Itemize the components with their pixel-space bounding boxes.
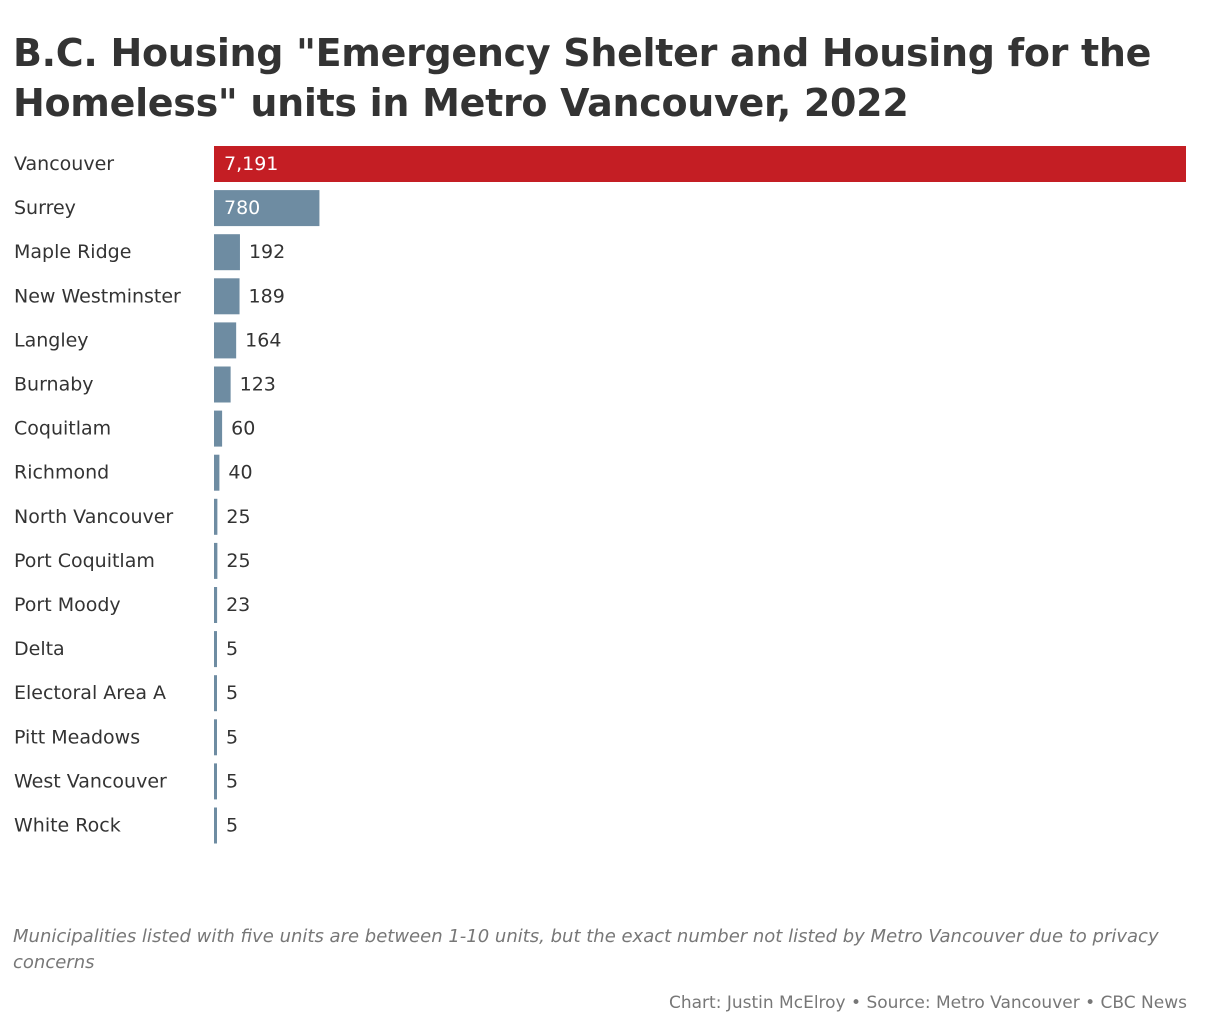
category-label: Coquitlam bbox=[14, 418, 111, 440]
value-label: 189 bbox=[249, 285, 285, 307]
bar bbox=[214, 454, 220, 491]
value-label: 5 bbox=[226, 770, 238, 792]
bar-row: Port Moody 23 bbox=[14, 587, 250, 623]
bar bbox=[214, 587, 218, 623]
category-label: Richmond bbox=[14, 462, 109, 484]
category-label: Port Coquitlam bbox=[14, 550, 155, 572]
bar-row: New Westminster 189 bbox=[14, 278, 285, 315]
bar-row: Richmond 40 bbox=[14, 454, 253, 491]
bar bbox=[214, 322, 237, 359]
bar bbox=[214, 366, 231, 403]
bar bbox=[214, 234, 240, 271]
category-label: Langley bbox=[14, 329, 89, 351]
category-label: White Rock bbox=[14, 815, 121, 837]
bar bbox=[214, 763, 217, 800]
category-label: Port Moody bbox=[14, 594, 121, 616]
bar bbox=[214, 631, 217, 668]
value-label: 123 bbox=[240, 374, 276, 396]
category-label: Burnaby bbox=[14, 374, 94, 396]
bar bbox=[214, 675, 217, 712]
value-label: 40 bbox=[228, 462, 252, 484]
value-label: 60 bbox=[231, 418, 255, 440]
value-label: 5 bbox=[226, 726, 238, 748]
bar-row: Langley 164 bbox=[14, 322, 281, 359]
value-label: 25 bbox=[226, 550, 250, 572]
bar bbox=[214, 498, 218, 535]
chart-note: Municipalities listed with five units ar… bbox=[13, 926, 1159, 973]
bar bbox=[214, 719, 217, 756]
bar bbox=[214, 807, 217, 844]
category-label: Surrey bbox=[14, 197, 76, 219]
value-label: 5 bbox=[226, 682, 238, 704]
bar-chart: Vancouver 7,191 Surrey 780 Maple Ridge 192 New… bbox=[14, 146, 1186, 844]
bar-row: Port Coquitlam 25 bbox=[14, 542, 251, 579]
bar bbox=[214, 146, 1186, 182]
bar-row: West Vancouver 5 bbox=[14, 763, 238, 800]
category-label: Vancouver bbox=[14, 153, 114, 175]
value-label: 25 bbox=[226, 506, 250, 528]
chart-credit: Chart: Justin McElroy • Source: Metro Va… bbox=[669, 993, 1187, 1013]
value-label: 780 bbox=[224, 197, 260, 219]
category-label: Maple Ridge bbox=[14, 241, 131, 263]
value-label: 7,191 bbox=[224, 153, 278, 175]
bar-row: Electoral Area A 5 bbox=[14, 675, 238, 712]
bar-row: Maple Ridge 192 bbox=[14, 234, 285, 271]
bar-row: Burnaby 123 bbox=[14, 366, 276, 403]
category-label: Pitt Meadows bbox=[14, 726, 140, 748]
bar-row: Delta 5 bbox=[14, 631, 238, 668]
value-label: 164 bbox=[245, 329, 281, 351]
value-label: 23 bbox=[226, 594, 250, 616]
value-label: 5 bbox=[226, 638, 238, 660]
category-label: West Vancouver bbox=[14, 770, 167, 792]
bar bbox=[214, 278, 240, 315]
bar bbox=[214, 190, 320, 227]
chart-title: B.C. Housing "Emergency Shelter and Hous… bbox=[13, 31, 1152, 125]
category-label: Delta bbox=[14, 638, 65, 660]
bar-row: Vancouver 7,191 bbox=[14, 146, 1186, 182]
category-label: North Vancouver bbox=[14, 506, 173, 528]
value-label: 192 bbox=[249, 241, 285, 263]
bar-row: White Rock 5 bbox=[14, 807, 238, 844]
bar bbox=[214, 410, 223, 447]
value-label: 5 bbox=[226, 815, 238, 837]
bar-row: Surrey 780 bbox=[14, 190, 320, 227]
bar bbox=[214, 542, 218, 579]
category-label: New Westminster bbox=[14, 285, 181, 307]
category-label: Electoral Area A bbox=[14, 682, 166, 704]
bar-row: North Vancouver 25 bbox=[14, 498, 251, 535]
bar-row: Pitt Meadows 5 bbox=[14, 719, 238, 756]
bar-row: Coquitlam 60 bbox=[14, 410, 255, 447]
